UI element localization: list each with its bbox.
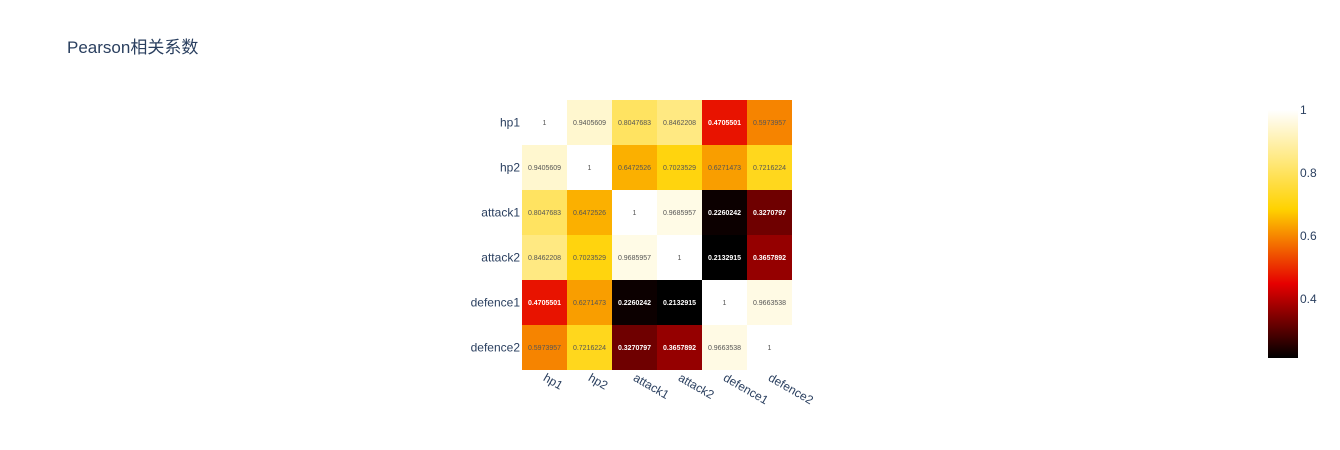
cell-value-label: 0.7023529 — [663, 165, 696, 172]
x-tick-label: hp2 — [586, 370, 611, 392]
y-tick-label: attack2 — [481, 251, 520, 265]
heatmap-cell — [702, 145, 747, 190]
heatmap-cell — [747, 100, 792, 145]
x-tick-label: hp1 — [541, 370, 566, 392]
heatmap-cell — [657, 145, 702, 190]
heatmap-cell — [702, 325, 747, 370]
heatmap-cell — [522, 325, 567, 370]
cell-value-label: 0.6472526 — [618, 165, 651, 172]
y-tick-label: hp2 — [500, 161, 520, 175]
heatmap-cell — [657, 100, 702, 145]
heatmap-cell — [612, 325, 657, 370]
heatmap-cell — [612, 190, 657, 235]
heatmap-cell — [522, 145, 567, 190]
cell-value-label: 0.6472526 — [573, 210, 606, 217]
cell-value-label: 0.7216224 — [753, 165, 786, 172]
chart-title: Pearson相关系数 — [67, 38, 199, 57]
y-tick-label: attack1 — [481, 206, 520, 220]
heatmap-cell — [657, 190, 702, 235]
heatmap-cell — [702, 100, 747, 145]
heatmap-cell — [612, 145, 657, 190]
y-tick-label: defence1 — [471, 296, 521, 310]
cell-value-label: 0.3657892 — [753, 255, 786, 262]
cell-value-label: 0.3657892 — [663, 345, 696, 352]
cell-value-label: 0.9685957 — [663, 210, 696, 217]
cell-value-label: 1 — [723, 300, 727, 307]
cell-value-label: 0.8462208 — [528, 255, 561, 262]
heatmap-cell — [522, 100, 567, 145]
cell-value-label: 0.2132915 — [708, 255, 741, 262]
heatmap-cell — [747, 325, 792, 370]
heatmap-cell — [567, 145, 612, 190]
colorbar-tick-label: 0.6 — [1300, 229, 1317, 243]
cell-value-label: 1 — [678, 255, 682, 262]
colorbar-gradient — [1268, 110, 1298, 358]
heatmap-cell — [567, 100, 612, 145]
heatmap-cell — [702, 235, 747, 280]
cell-value-label: 1 — [588, 165, 592, 172]
cell-value-label: 0.5973957 — [753, 120, 786, 127]
cell-value-label: 0.3270797 — [618, 345, 651, 352]
heatmap-cell — [567, 190, 612, 235]
y-tick-label: defence2 — [471, 341, 521, 355]
cell-value-label: 0.3270797 — [753, 210, 786, 217]
colorbar-tick-label: 0.8 — [1300, 166, 1317, 180]
cell-value-label: 0.9685957 — [618, 255, 651, 262]
cell-value-label: 1 — [633, 210, 637, 217]
heatmap-cell — [522, 190, 567, 235]
heatmap-cell — [612, 100, 657, 145]
x-tick-label: defence1 — [721, 370, 771, 407]
cell-value-label: 0.8047683 — [618, 120, 651, 127]
heatmap-cell — [612, 280, 657, 325]
heatmap-cell — [747, 145, 792, 190]
cell-value-label: 0.7023529 — [573, 255, 606, 262]
cell-value-label: 0.8462208 — [663, 120, 696, 127]
heatmap-cells — [522, 100, 792, 370]
heatmap-cell — [747, 190, 792, 235]
heatmap-cell — [657, 235, 702, 280]
heatmap-cell — [567, 280, 612, 325]
cell-value-label: 0.6271473 — [708, 165, 741, 172]
heatmap-cell — [747, 235, 792, 280]
heatmap-cell — [657, 325, 702, 370]
cell-value-label: 0.7216224 — [573, 345, 606, 352]
heatmap-cell — [747, 280, 792, 325]
cell-value-label: 0.6271473 — [573, 300, 606, 307]
colorbar: 0.4 0.6 0.8 1 — [1268, 103, 1317, 358]
heatmap-cell — [522, 235, 567, 280]
cell-value-label: 0.5973957 — [528, 345, 561, 352]
y-tick-label: hp1 — [500, 116, 520, 130]
x-tick-label: attack2 — [676, 370, 717, 402]
heatmap-cell — [522, 280, 567, 325]
cell-value-label: 0.9405609 — [573, 120, 606, 127]
cell-value-label: 0.2132915 — [663, 300, 696, 307]
heatmap-cell — [657, 280, 702, 325]
cell-value-label: 0.2260242 — [708, 210, 741, 217]
cell-value-label: 0.2260242 — [618, 300, 651, 307]
cell-value-label: 0.9405609 — [528, 165, 561, 172]
cell-value-label: 0.9663538 — [708, 345, 741, 352]
x-tick-label: defence2 — [766, 370, 816, 407]
cell-value-label: 0.4705501 — [708, 120, 741, 127]
colorbar-tick-label: 1 — [1300, 103, 1307, 117]
heatmap-cell — [612, 235, 657, 280]
heatmap-cell — [567, 325, 612, 370]
y-axis: hp1 hp2 attack1 attack2 defence1 defence2 — [471, 116, 521, 355]
heatmap-cell — [567, 235, 612, 280]
cell-value-label: 0.4705501 — [528, 300, 561, 307]
cell-value-label: 1 — [543, 120, 547, 127]
heatmap-cell — [702, 190, 747, 235]
cell-value-label: 0.9663538 — [753, 300, 786, 307]
x-tick-label: attack1 — [631, 370, 672, 402]
heatmap-cell — [702, 280, 747, 325]
cell-value-label: 1 — [768, 345, 772, 352]
cell-value-label: 0.8047683 — [528, 210, 561, 217]
colorbar-tick-label: 0.4 — [1300, 292, 1317, 306]
cell-labels: 1 0.9405609 0.8047683 0.8462208 0.4705501 0.5… — [528, 120, 786, 352]
